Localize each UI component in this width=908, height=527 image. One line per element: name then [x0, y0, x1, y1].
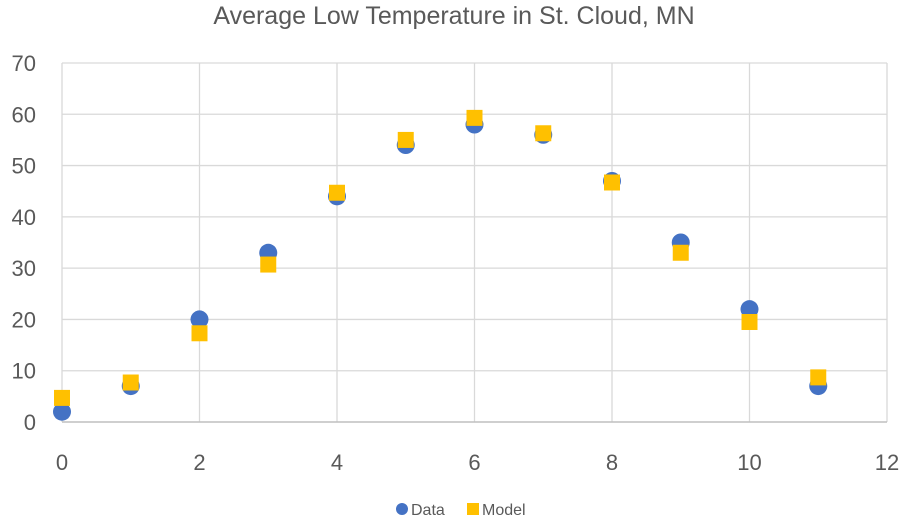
x-tick-label: 0 [56, 450, 68, 475]
data-point-model [122, 374, 139, 391]
y-tick-label: 10 [12, 359, 36, 384]
data-point-model [604, 174, 620, 191]
data-point-model [535, 125, 552, 142]
data-point-data [53, 402, 71, 421]
legend-marker-model [467, 503, 479, 515]
y-tick-label: 70 [12, 51, 36, 76]
legend: Data Model [396, 502, 526, 519]
data-point-data [190, 310, 209, 329]
data-point-model [397, 131, 414, 148]
x-tick-label: 2 [193, 450, 205, 475]
grid-lines [61, 62, 888, 422]
y-tick-label: 30 [12, 256, 36, 281]
data-point-model [54, 389, 70, 406]
legend-label-model: Model [482, 502, 526, 519]
y-tick-labels: 0 10 20 30 40 50 60 70 [12, 51, 36, 435]
data-point-model [741, 313, 758, 330]
data-point-model [466, 109, 483, 126]
x-tick-labels: 0 2 4 6 8 10 12 [56, 450, 899, 475]
y-tick-label: 50 [12, 154, 36, 179]
data-point-model [260, 256, 277, 273]
legend-marker-data [396, 503, 408, 515]
chart-title: Average Low Temperature in St. Cloud, MN [213, 2, 695, 30]
y-tick-label: 40 [12, 205, 36, 230]
data-point-model [329, 184, 345, 201]
legend-label-data: Data [411, 502, 445, 519]
x-tick-label: 10 [737, 450, 761, 475]
y-tick-label: 0 [24, 410, 36, 435]
data-point-model [672, 244, 689, 261]
data-point-model [810, 369, 827, 386]
y-tick-label: 20 [12, 307, 36, 332]
data-point-data [740, 300, 759, 319]
data-point-model [191, 325, 208, 342]
data-points [53, 109, 828, 421]
x-tick-label: 12 [875, 450, 899, 475]
y-tick-label: 60 [12, 102, 36, 127]
x-tick-label: 6 [468, 450, 480, 475]
x-tick-label: 8 [606, 450, 618, 475]
x-tick-label: 4 [331, 450, 343, 475]
